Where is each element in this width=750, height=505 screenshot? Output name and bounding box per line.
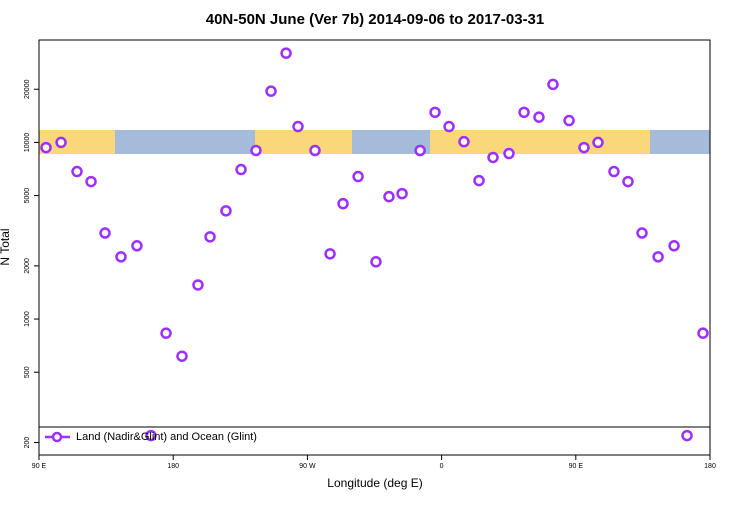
point — [85, 175, 97, 188]
point — [608, 165, 620, 178]
point — [547, 78, 559, 91]
y-tick-label: 20000 — [24, 79, 31, 99]
point — [192, 279, 204, 291]
y-tick-label: 200 — [24, 437, 31, 449]
point — [176, 350, 188, 362]
point — [235, 163, 247, 176]
point — [503, 147, 515, 160]
legend-label: Land (Nadir&Glint) and Ocean (Glint) — [76, 431, 257, 443]
y-tick-label: 500 — [24, 366, 31, 378]
point — [352, 170, 364, 183]
point — [309, 144, 321, 157]
point — [71, 165, 83, 178]
chart-title: 40N-50N June (Ver 7b) 2014-09-06 to 2017… — [206, 11, 545, 28]
point — [518, 106, 530, 119]
point — [265, 85, 277, 97]
legend-marker — [51, 431, 63, 443]
point — [681, 429, 693, 442]
y-axis-label: N Total — [0, 228, 12, 265]
point — [429, 106, 441, 119]
point — [533, 111, 545, 123]
point — [160, 327, 172, 339]
x-tick-label: 90 E — [32, 463, 47, 470]
point — [636, 227, 648, 239]
point — [383, 190, 395, 203]
x-tick-label: 180 — [704, 463, 716, 470]
y-tick-label: 5000 — [24, 188, 31, 204]
point — [280, 47, 292, 59]
y-tick-label: 10000 — [24, 133, 31, 153]
y-tick-label: 2000 — [24, 258, 31, 274]
point — [458, 135, 470, 148]
point — [115, 251, 127, 263]
point — [592, 136, 604, 149]
point — [204, 231, 216, 243]
point — [250, 144, 262, 157]
point — [622, 175, 634, 188]
point — [292, 120, 304, 133]
point — [40, 141, 52, 154]
point — [563, 114, 575, 127]
point — [99, 227, 111, 239]
point — [220, 205, 232, 217]
point — [414, 144, 426, 157]
map-band — [39, 130, 710, 154]
point — [55, 136, 67, 149]
x-tick-label: 180 — [167, 463, 179, 470]
point — [131, 240, 143, 252]
point — [473, 174, 485, 187]
point — [443, 120, 455, 133]
point — [578, 141, 590, 154]
point — [337, 197, 349, 210]
point — [668, 240, 680, 252]
x-axis-label: Longitude (deg E) — [327, 476, 422, 490]
x-tick-label: 90 W — [299, 463, 316, 470]
plot-frame — [38, 39, 711, 456]
point — [652, 251, 664, 263]
point — [370, 256, 382, 268]
x-tick-label: 0 — [440, 463, 444, 470]
point — [324, 248, 336, 260]
point — [487, 151, 499, 164]
y-tick-label: 1000 — [24, 311, 31, 327]
point — [145, 429, 157, 442]
point — [697, 327, 709, 339]
x-tick-label: 90 E — [569, 463, 584, 470]
point — [396, 187, 408, 200]
